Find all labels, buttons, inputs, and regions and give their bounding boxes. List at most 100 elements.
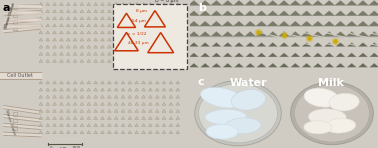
- Polygon shape: [135, 116, 139, 119]
- Polygon shape: [39, 31, 43, 34]
- Polygon shape: [302, 42, 311, 47]
- Polygon shape: [289, 31, 301, 37]
- Polygon shape: [256, 11, 268, 16]
- Polygon shape: [128, 45, 132, 48]
- Polygon shape: [176, 31, 180, 34]
- Polygon shape: [149, 38, 152, 41]
- Polygon shape: [53, 131, 56, 134]
- Polygon shape: [135, 3, 139, 5]
- Polygon shape: [222, 11, 234, 16]
- Polygon shape: [4, 18, 41, 21]
- Polygon shape: [155, 31, 159, 34]
- Polygon shape: [73, 31, 77, 34]
- Polygon shape: [94, 95, 98, 98]
- Polygon shape: [368, 21, 378, 26]
- Polygon shape: [39, 52, 43, 55]
- Polygon shape: [142, 116, 146, 119]
- Bar: [13, 13, 17, 17]
- Polygon shape: [234, 53, 244, 57]
- Polygon shape: [80, 52, 84, 55]
- Polygon shape: [101, 52, 104, 55]
- Polygon shape: [245, 42, 255, 47]
- Polygon shape: [128, 52, 132, 55]
- Polygon shape: [149, 95, 152, 98]
- Polygon shape: [279, 63, 289, 67]
- Text: Milk: Milk: [318, 78, 344, 88]
- Polygon shape: [46, 45, 50, 48]
- Polygon shape: [291, 63, 300, 67]
- Polygon shape: [94, 88, 98, 91]
- Polygon shape: [135, 95, 139, 98]
- Polygon shape: [244, 21, 256, 26]
- Polygon shape: [87, 45, 91, 48]
- Polygon shape: [107, 24, 111, 27]
- Polygon shape: [176, 38, 180, 41]
- Polygon shape: [121, 31, 125, 34]
- Polygon shape: [162, 38, 166, 41]
- Polygon shape: [114, 38, 118, 41]
- Polygon shape: [267, 31, 279, 37]
- Polygon shape: [135, 59, 139, 62]
- Polygon shape: [128, 59, 132, 62]
- Polygon shape: [73, 59, 77, 62]
- Polygon shape: [188, 0, 200, 5]
- Polygon shape: [114, 124, 118, 127]
- Polygon shape: [155, 131, 159, 134]
- Polygon shape: [345, 0, 358, 5]
- Polygon shape: [80, 116, 84, 119]
- Polygon shape: [101, 109, 104, 112]
- Polygon shape: [128, 81, 132, 84]
- Bar: [13, 126, 17, 130]
- Polygon shape: [155, 59, 159, 62]
- Polygon shape: [347, 63, 356, 67]
- Polygon shape: [4, 10, 41, 16]
- Polygon shape: [128, 3, 132, 5]
- Text: b: b: [198, 3, 206, 13]
- Polygon shape: [323, 21, 335, 26]
- Polygon shape: [107, 95, 111, 98]
- Polygon shape: [155, 24, 159, 27]
- Polygon shape: [39, 24, 43, 27]
- Polygon shape: [67, 38, 70, 41]
- Polygon shape: [169, 88, 173, 91]
- Polygon shape: [169, 3, 173, 5]
- Polygon shape: [149, 17, 152, 20]
- Polygon shape: [59, 131, 63, 134]
- Polygon shape: [211, 21, 223, 26]
- Text: D = 8 μm: D = 8 μm: [155, 0, 178, 3]
- Polygon shape: [135, 131, 139, 134]
- Polygon shape: [162, 17, 166, 20]
- Polygon shape: [336, 63, 345, 67]
- Polygon shape: [87, 10, 91, 13]
- Polygon shape: [4, 18, 41, 24]
- Polygon shape: [169, 95, 173, 98]
- Polygon shape: [312, 11, 324, 16]
- Polygon shape: [101, 81, 104, 84]
- Polygon shape: [278, 11, 290, 16]
- Polygon shape: [162, 109, 166, 112]
- Polygon shape: [4, 11, 41, 15]
- Ellipse shape: [225, 118, 261, 134]
- Polygon shape: [101, 102, 104, 105]
- Text: 8 μm: 8 μm: [136, 9, 147, 13]
- Polygon shape: [313, 63, 323, 67]
- Polygon shape: [101, 38, 104, 41]
- Polygon shape: [121, 102, 125, 105]
- Polygon shape: [212, 42, 221, 47]
- Polygon shape: [169, 17, 173, 20]
- Polygon shape: [107, 10, 111, 13]
- Polygon shape: [4, 4, 41, 8]
- Polygon shape: [233, 0, 245, 5]
- Polygon shape: [345, 11, 358, 16]
- Polygon shape: [244, 31, 256, 37]
- Polygon shape: [46, 124, 50, 127]
- Polygon shape: [155, 45, 159, 48]
- Polygon shape: [155, 102, 159, 105]
- Polygon shape: [80, 131, 84, 134]
- Polygon shape: [142, 3, 146, 5]
- Polygon shape: [114, 24, 118, 27]
- Polygon shape: [176, 124, 180, 127]
- Polygon shape: [80, 17, 84, 20]
- Polygon shape: [142, 10, 146, 13]
- Polygon shape: [335, 21, 347, 26]
